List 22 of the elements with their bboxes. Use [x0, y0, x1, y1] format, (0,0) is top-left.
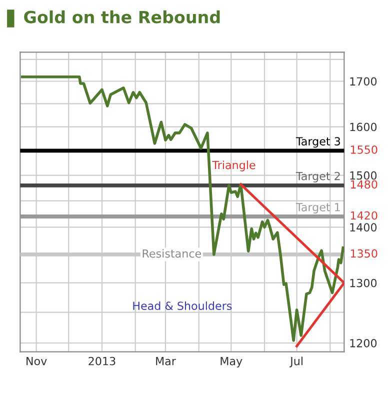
y-tick-label: 1200 [350, 338, 377, 348]
ref-line-label: Target 1 [296, 203, 340, 214]
y-tick-label: 1500 [350, 171, 377, 180]
y-tick-label: 1400 [350, 223, 377, 232]
y-tick-label: 1600 [350, 122, 377, 132]
annotation: 1480 [350, 180, 378, 189]
x-tick-label: Jul [290, 356, 302, 368]
ref-line-label: Target 2 [296, 172, 340, 182]
y-tick-label: 1700 [350, 77, 377, 86]
x-tick-label: May [220, 357, 242, 368]
ref-line-label: Target 3 [296, 137, 340, 148]
x-tick-label: 2013 [88, 356, 116, 366]
annotation: 1420 [350, 211, 378, 220]
y-tick-label: 1300 [350, 278, 377, 288]
annotation: Head & Shoulders [133, 301, 232, 310]
chart-title: Gold on the Rebound [24, 10, 220, 24]
annotation: 1350 [350, 249, 378, 258]
annotation: 1550 [350, 145, 378, 154]
annotation: Triangle [212, 160, 256, 172]
x-tick-label: Nov [26, 357, 47, 366]
x-tick-label: Mar [156, 357, 176, 366]
ref-line-label: Resistance [142, 249, 202, 258]
